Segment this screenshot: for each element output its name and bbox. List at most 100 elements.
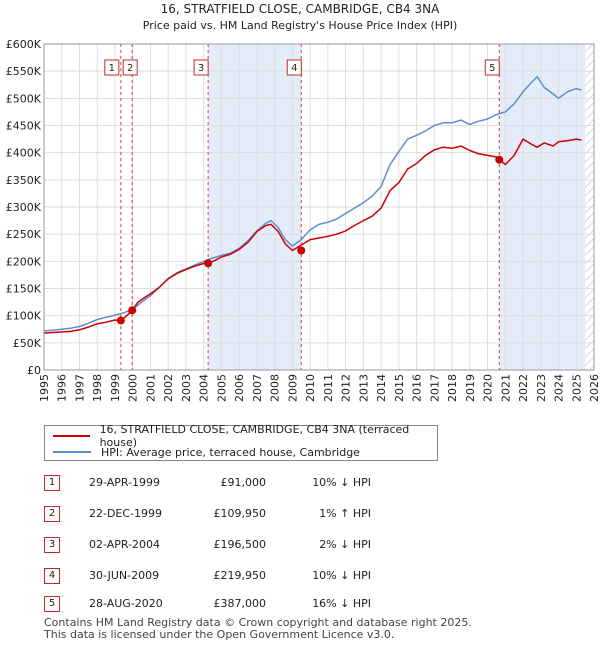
x-tick-label: 1999 [109, 374, 122, 402]
x-tick-label: 2002 [162, 374, 175, 402]
x-tick-label: 1998 [91, 374, 104, 402]
y-tick-label: £350K [6, 174, 42, 187]
x-tick-label: 2023 [535, 374, 548, 402]
legend-swatch-hpi [53, 451, 91, 453]
x-tick-label: 2013 [357, 374, 370, 402]
sale-label-text: 3 [198, 63, 204, 74]
sale-price: £91,000 [220, 476, 267, 489]
y-tick-label: £150K [6, 283, 42, 296]
sale-number-badge: 4 [44, 568, 60, 584]
footer: Contains HM Land Registry data © Crown c… [44, 617, 472, 641]
x-tick-label: 2020 [482, 374, 495, 402]
x-tick-label: 2016 [411, 374, 424, 402]
sale-hpi-change: 10% ↓ HPI [312, 569, 371, 582]
x-tick-label: 2022 [517, 374, 530, 402]
x-tick-label: 2004 [198, 374, 211, 402]
sale-point [116, 316, 125, 325]
sale-date: 29-APR-1999 [89, 476, 161, 489]
price-chart: 16, STRATFIELD CLOSE, CAMBRIDGE, CB4 3NA… [6, 2, 600, 402]
x-tick-label: 2014 [375, 374, 388, 402]
x-tick-label: 2021 [499, 374, 512, 402]
x-tick-label: 2001 [144, 374, 157, 402]
x-tick-label: 2025 [570, 374, 583, 402]
sale-date: 22-DEC-1999 [89, 507, 163, 520]
y-tick-label: £600K [6, 38, 42, 51]
x-tick-label: 1996 [56, 374, 69, 402]
sale-number-badge: 1 [44, 475, 60, 491]
x-tick-label: 2007 [251, 374, 264, 402]
x-tick-label: 2003 [180, 374, 193, 402]
x-tick-label: 2018 [446, 374, 459, 402]
sale-number-badge: 3 [44, 537, 60, 553]
sale-price: £196,500 [213, 538, 267, 551]
sale-point [204, 259, 213, 268]
legend-swatch-property [53, 435, 90, 437]
y-tick-label: £0 [27, 364, 41, 377]
legend-label-hpi: HPI: Average price, terraced house, Camb… [101, 445, 360, 459]
legend-item-hpi: HPI: Average price, terraced house, Camb… [53, 444, 360, 460]
chart-title: 16, STRATFIELD CLOSE, CAMBRIDGE, CB4 3NA [161, 2, 440, 16]
sale-row: 3 02-APR-2004 £196,500 2% ↓ HPI [44, 537, 384, 557]
y-tick-label: £400K [6, 147, 42, 160]
sale-number-badge: 2 [44, 506, 60, 522]
y-tick-label: £500K [6, 92, 42, 105]
sale-label-border [193, 59, 209, 76]
x-tick-label: 1995 [38, 374, 51, 402]
sale-hpi-change: 10% ↓ HPI [312, 476, 371, 489]
sale-date: 28-AUG-2020 [89, 597, 163, 610]
x-tick-label: 2005 [215, 374, 228, 402]
legend-label-property: 16, STRATFIELD CLOSE, CAMBRIDGE, CB4 3NA… [99, 423, 410, 449]
sale-label-box: 3 [193, 59, 209, 76]
sale-hpi-change: 1% ↑ HPI [319, 507, 371, 520]
x-tick-label: 2006 [233, 374, 246, 402]
sale-row: 4 30-JUN-2009 £219,950 10% ↓ HPI [44, 568, 384, 588]
legend: 16, STRATFIELD CLOSE, CAMBRIDGE, CB4 3NA… [44, 423, 438, 461]
sale-date: 02-APR-2004 [89, 538, 161, 551]
x-tick-label: 2008 [269, 374, 282, 402]
x-tick-label: 2012 [340, 374, 353, 402]
x-tick-label: 2011 [322, 374, 335, 402]
legend-item-property: 16, STRATFIELD CLOSE, CAMBRIDGE, CB4 3NA… [53, 423, 437, 449]
x-tick-label: 2015 [393, 374, 406, 402]
sale-label-box: 1 [104, 59, 120, 76]
sale-label-border [286, 59, 302, 76]
sale-label-border [104, 59, 120, 76]
sale-label-box: 5 [484, 59, 500, 76]
x-tick-label: 2000 [127, 374, 140, 402]
sale-point [128, 306, 137, 315]
sale-hpi-change: 16% ↓ HPI [312, 597, 371, 610]
y-tick-label: £50K [13, 337, 42, 350]
sale-point [495, 155, 504, 164]
y-tick-label: £200K [6, 255, 42, 268]
sale-row: 5 28-AUG-2020 £387,000 16% ↓ HPI [44, 596, 384, 616]
sale-point [297, 246, 306, 255]
sale-row: 1 29-APR-1999 £91,000 10% ↓ HPI [44, 475, 384, 495]
sale-price: £219,950 [213, 569, 267, 582]
sale-label-box: 2 [122, 59, 138, 76]
y-tick-label: £250K [6, 228, 42, 241]
sale-label-border [122, 59, 138, 76]
sale-label-text: 1 [109, 63, 115, 74]
sale-number-badge: 5 [44, 596, 60, 612]
x-tick-label: 1997 [73, 374, 86, 402]
x-tick-label: 2024 [553, 374, 566, 402]
x-tick-label: 2009 [286, 374, 299, 402]
plot-border [43, 43, 595, 371]
sale-label-border [484, 59, 500, 76]
x-tick-label: 2017 [428, 374, 441, 402]
y-tick-label: £450K [6, 120, 42, 133]
sale-label-text: 2 [127, 63, 133, 74]
chart-subtitle: Price paid vs. HM Land Registry's House … [143, 19, 458, 32]
footer-licence: This data is licensed under the Open Gov… [44, 628, 395, 641]
sale-price: £109,950 [213, 507, 267, 520]
footer-copyright: Contains HM Land Registry data © Crown c… [44, 616, 472, 629]
sale-row: 2 22-DEC-1999 £109,950 1% ↑ HPI [44, 506, 384, 526]
sale-label-box: 4 [286, 59, 302, 76]
x-tick-label: 2026 [588, 374, 600, 402]
y-tick-label: £300K [6, 201, 42, 214]
series-line [43, 75, 582, 332]
sale-price: £387,000 [213, 597, 267, 610]
x-tick-label: 2010 [304, 374, 317, 402]
x-tick-label: 2019 [464, 374, 477, 402]
y-tick-label: £100K [6, 310, 42, 323]
